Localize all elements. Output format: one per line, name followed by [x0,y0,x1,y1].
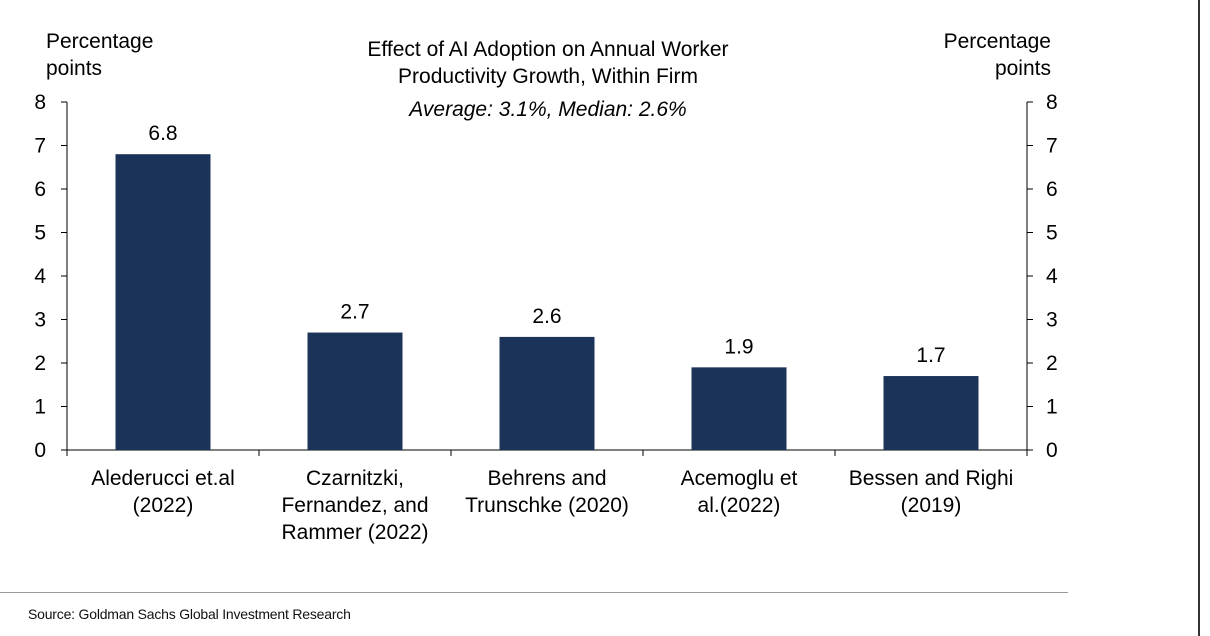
bar-value-label: 1.7 [916,344,945,367]
y-tick-label-left: 7 [34,135,46,158]
x-tick-label: (2022) [133,494,194,517]
y-tick-label-left: 1 [34,396,46,419]
x-tick-label: Rammer (2022) [281,521,428,544]
bar [691,367,787,450]
y-axis-title-left: points [46,57,102,80]
page-edge-rule [1198,0,1200,636]
source-note: Source: Goldman Sachs Global Investment … [28,606,351,622]
y-tick-label-right: 7 [1046,135,1058,158]
bar-value-label: 2.7 [340,301,369,324]
y-tick-label-left: 0 [34,439,46,462]
y-tick-label-right: 8 [1046,91,1058,114]
x-tick-label: Czarnitzki, [306,467,404,490]
y-tick-label-left: 8 [34,91,46,114]
x-tick-label: Trunschke (2020) [465,494,629,517]
y-tick-label-right: 3 [1046,309,1058,332]
y-tick-label-right: 4 [1046,265,1058,288]
y-tick-label-right: 1 [1046,396,1058,419]
bar [115,154,211,450]
y-tick-label-left: 3 [34,309,46,332]
y-tick-label-left: 6 [34,178,46,201]
chart-title: Productivity Growth, Within Firm [398,65,698,88]
x-tick-label: (2019) [901,494,962,517]
x-tick-label: Alederucci et.al [91,467,235,490]
chart-subtitle: Average: 3.1%, Median: 2.6% [407,98,686,121]
y-axis-title-right: points [995,57,1051,80]
bar-value-label: 6.8 [148,122,177,145]
y-tick-label-right: 0 [1046,439,1058,462]
bar [883,376,979,450]
footer-divider [0,592,1068,593]
y-axis-title-left: Percentage [46,30,153,53]
x-tick-label: al.(2022) [698,494,781,517]
y-tick-label-right: 5 [1046,222,1058,245]
x-tick-label: Fernandez, and [281,494,428,517]
x-tick-label: Acemoglu et [681,467,798,490]
y-tick-label-left: 4 [34,265,46,288]
bar [307,332,403,450]
y-axis-title-right: Percentage [944,30,1051,53]
bar [499,336,595,450]
bar-value-label: 1.9 [724,335,753,358]
x-tick-label: Behrens and [487,467,606,490]
y-tick-label-left: 5 [34,222,46,245]
y-tick-label-right: 6 [1046,178,1058,201]
y-tick-label-left: 2 [34,352,46,375]
bar-value-label: 2.6 [532,305,561,328]
chart-title: Effect of AI Adoption on Annual Worker [367,38,728,61]
x-tick-label: Bessen and Righi [849,467,1014,490]
y-tick-label-right: 2 [1046,352,1058,375]
